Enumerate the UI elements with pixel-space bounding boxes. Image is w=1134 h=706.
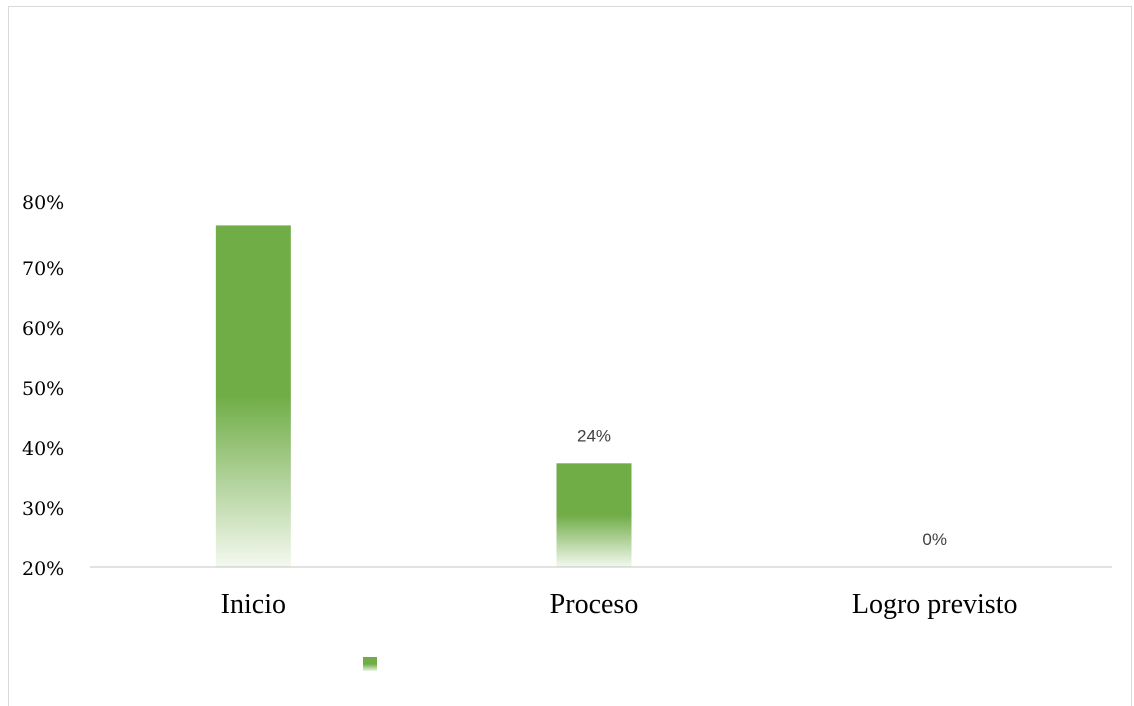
legend-swatch: [363, 657, 377, 671]
y-tick-label: 50%: [22, 378, 64, 400]
y-tick-label: 30%: [22, 498, 64, 520]
bar-inicio: [215, 225, 291, 567]
x-tick-label: Logro previsto: [852, 589, 1018, 620]
chart-frame: [8, 6, 1132, 706]
data-label: 0%: [922, 530, 947, 549]
y-tick-label: 40%: [22, 438, 64, 460]
y-tick-label: 60%: [22, 318, 64, 340]
x-tick-label: Proceso: [550, 589, 639, 620]
x-tick-label: Inicio: [221, 589, 286, 620]
y-tick-label: 20%: [22, 558, 64, 580]
y-tick-label: 80%: [22, 192, 64, 214]
y-tick-label: 70%: [22, 258, 64, 280]
data-label: 24%: [577, 426, 611, 445]
bar-proceso: [556, 463, 632, 567]
